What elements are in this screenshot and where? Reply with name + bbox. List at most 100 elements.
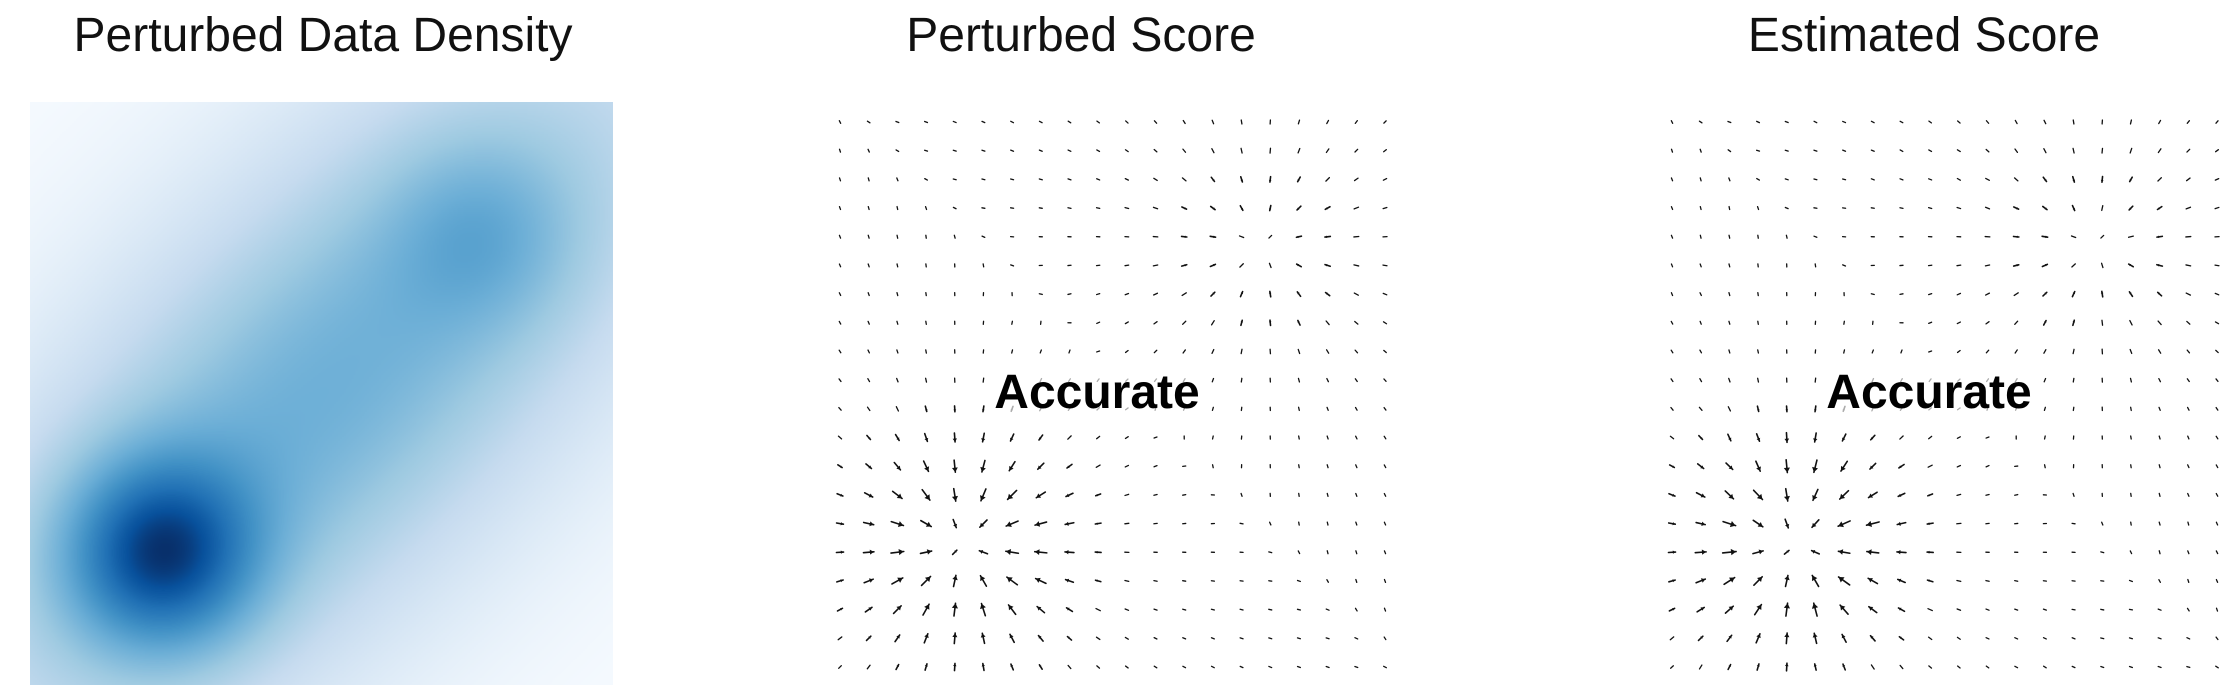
quiver-arrow bbox=[2100, 175, 2104, 184]
quiver-head bbox=[1095, 493, 1099, 497]
quiver-shaft bbox=[896, 377, 899, 383]
quiver-arrow bbox=[1152, 264, 1159, 267]
quiver-shaft bbox=[2215, 578, 2219, 583]
quiver-arrow bbox=[1038, 434, 1044, 441]
quiver-head bbox=[1065, 550, 1069, 555]
quiver-arrow bbox=[1067, 664, 1072, 670]
quiver-arrow bbox=[1211, 348, 1215, 355]
quiver-shaft bbox=[1669, 435, 1675, 440]
quiver-arrow bbox=[1753, 575, 1764, 586]
quiver-shaft bbox=[2157, 608, 2162, 611]
quiver-arrow bbox=[1325, 148, 1330, 154]
quiver-arrow bbox=[1297, 319, 1301, 326]
quiver-arrow bbox=[891, 577, 904, 585]
quiver-head bbox=[1037, 465, 1042, 470]
quiver-arrow bbox=[892, 605, 902, 615]
quiver-arrow bbox=[896, 263, 899, 268]
quiver-arrow bbox=[1325, 637, 1330, 640]
quiver-head bbox=[1898, 493, 1902, 497]
quiver-arrow bbox=[2100, 234, 2105, 239]
quiver-shaft bbox=[1899, 149, 1904, 153]
quiver-head bbox=[924, 437, 929, 442]
quiver-head bbox=[1838, 549, 1844, 555]
quiver-shaft bbox=[867, 234, 870, 239]
quiver-arrow bbox=[1785, 405, 1789, 413]
quiver-shaft bbox=[1239, 608, 1244, 611]
quiver-shaft bbox=[2128, 608, 2134, 611]
annotation-accurate-2: Accurate bbox=[1824, 366, 2034, 419]
quiver-arrow bbox=[924, 205, 928, 211]
quiver-shaft bbox=[1153, 436, 1158, 439]
quiver-arrow bbox=[866, 406, 871, 412]
quiver-head bbox=[1728, 635, 1732, 639]
quiver-shaft bbox=[2043, 435, 2046, 440]
quiver-shaft bbox=[2071, 637, 2076, 640]
quiver-head bbox=[896, 493, 903, 499]
quiver-head bbox=[1006, 577, 1013, 583]
quiver-arrow bbox=[1725, 462, 1734, 471]
quiver-head bbox=[897, 521, 904, 527]
quiver-head bbox=[1212, 263, 1216, 267]
quiver-shaft bbox=[2014, 608, 2019, 611]
quiver-arrow bbox=[1984, 292, 1991, 296]
quiver-shaft bbox=[1698, 406, 1703, 411]
quiver-arrow bbox=[1211, 406, 1215, 412]
quiver-arrow bbox=[1837, 576, 1851, 586]
quiver-arrow bbox=[1068, 349, 1071, 354]
quiver-shaft bbox=[1870, 178, 1875, 181]
quiver-head bbox=[1297, 320, 1300, 323]
quiver-arrow bbox=[867, 320, 870, 325]
quiver-shaft bbox=[1152, 264, 1159, 267]
quiver-head bbox=[1240, 179, 1244, 182]
quiver-arrow bbox=[1383, 578, 1387, 584]
quiver-head bbox=[1671, 465, 1675, 468]
quiver-arrow bbox=[2186, 406, 2190, 411]
quiver-arrow bbox=[1355, 578, 1358, 584]
quiver-shaft bbox=[2157, 349, 2162, 354]
quiver-shaft bbox=[2186, 349, 2191, 354]
quiver-arrow bbox=[1841, 433, 1847, 442]
quiver-arrow bbox=[1927, 292, 1933, 296]
quiver-arrow bbox=[2072, 119, 2075, 125]
quiver-shaft bbox=[1383, 578, 1387, 584]
quiver-arrow bbox=[1784, 206, 1789, 210]
quiver-head bbox=[869, 521, 874, 527]
quiver-head bbox=[1784, 663, 1789, 667]
quiver-arrow bbox=[1153, 665, 1158, 669]
quiver-shaft bbox=[1153, 177, 1158, 182]
quiver-head bbox=[1268, 320, 1272, 323]
quiver-shaft bbox=[1125, 120, 1129, 124]
quiver-arrow bbox=[1124, 321, 1129, 325]
quiver-arrow bbox=[1784, 431, 1790, 444]
quiver-arrow bbox=[1354, 637, 1359, 640]
quiver-arrow bbox=[1927, 636, 1933, 641]
quiver-head bbox=[1897, 578, 1902, 583]
quiver-arrow bbox=[2042, 608, 2047, 611]
quiver-arrow bbox=[1670, 120, 1674, 124]
quiver-arrow bbox=[2128, 637, 2134, 640]
quiver-shaft bbox=[1067, 178, 1072, 181]
quiver-shaft bbox=[1297, 348, 1301, 355]
quiver-arrow bbox=[1268, 319, 1272, 327]
quiver-shaft bbox=[2071, 608, 2076, 611]
quiver-shaft bbox=[1124, 149, 1129, 153]
quiver-shaft bbox=[1297, 119, 1301, 125]
quiver-arrow bbox=[1326, 578, 1330, 583]
quiver-shaft bbox=[2043, 349, 2047, 354]
quiver-arrow bbox=[2186, 148, 2191, 153]
quiver-shaft bbox=[1210, 608, 1215, 611]
quiver-shaft bbox=[1985, 120, 1990, 124]
quiver-shaft bbox=[1670, 349, 1674, 354]
quiver-shaft bbox=[1240, 377, 1243, 383]
quiver-arrow bbox=[2156, 263, 2164, 267]
quiver-head bbox=[1067, 636, 1070, 639]
quiver-shaft bbox=[2014, 493, 2019, 496]
quiver-shaft bbox=[2215, 550, 2219, 555]
quiver-arrow bbox=[1095, 636, 1101, 641]
quiver-shaft bbox=[1353, 292, 1359, 296]
quiver-shaft bbox=[2185, 292, 2192, 296]
quiver-arrow bbox=[1928, 178, 1933, 181]
density-heatmap bbox=[30, 102, 613, 685]
quiver-arrow bbox=[2215, 636, 2219, 641]
quiver-arrow bbox=[1182, 119, 1186, 125]
